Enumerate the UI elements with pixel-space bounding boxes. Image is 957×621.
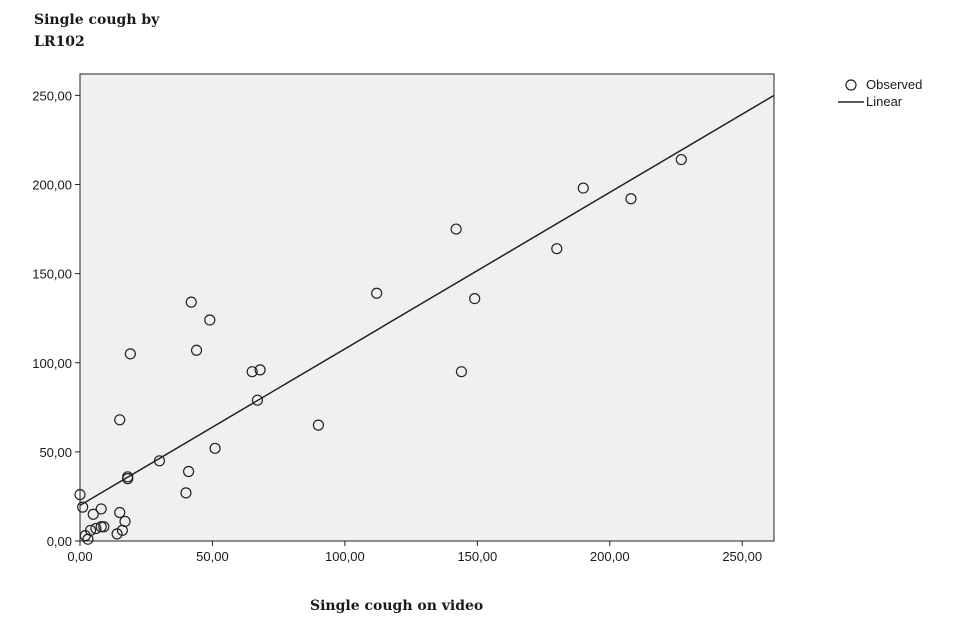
observed-point [95,503,107,515]
legend: Observed Linear [836,76,922,110]
legend-entry-linear: Linear [836,93,922,110]
x-tick-label: 50,00 [196,549,229,564]
observed-point [183,465,195,478]
x-tick-label: 100,00 [325,549,365,564]
line-icon [836,95,866,109]
y-tick-label: 150,00 [32,267,72,282]
legend-label-linear: Linear [866,94,903,109]
observed-point [209,442,221,454]
observed-point [469,292,481,305]
observed-point [122,471,134,483]
open-circle-icon [836,78,866,92]
observed-point [84,524,97,536]
y-tick-label: 0,00 [47,534,72,549]
observed-point [114,414,126,426]
observed-point [180,487,192,499]
linear-fit-line [79,94,775,506]
x-tick-label: 0,00 [67,549,92,564]
observed-point [371,287,383,299]
plot-area [79,73,775,542]
y-axis-title-line-1: Single cough by [34,12,160,28]
observed-point [577,182,589,194]
observed-point [251,394,264,406]
observed-point [185,296,197,308]
observed-point [74,489,86,501]
observed-point [95,521,107,533]
observed-point [77,501,89,513]
x-axis-title: Single cough on video [310,598,484,614]
legend-label-observed: Observed [866,77,923,92]
observed-point [204,314,216,326]
observed-point [246,366,258,378]
observed-point [119,515,131,527]
y-tick-label: 250,00 [32,88,72,103]
observed-point [98,521,110,533]
observed-point [114,506,126,519]
observed-point [551,243,563,255]
x-tick-label: 150,00 [457,549,497,564]
x-tick-label: 200,00 [590,549,630,564]
observed-point [675,153,687,166]
observed-point [450,223,462,235]
observed-point [87,508,99,520]
y-tick-label: 100,00 [32,356,72,371]
axis-ticks: 0,00 50,00 100,00 150,00 200,00 250,00 0,00 50,… [32,88,762,564]
observed-point [90,522,102,535]
observed-point [455,366,468,378]
y-tick-label: 50,00 [39,445,72,460]
observed-point [312,419,324,431]
y-axis-title-line-2: LR102 [34,34,85,50]
observed-point [254,364,266,376]
observed-point [190,344,203,356]
legend-entry-observed: Observed [836,76,922,93]
x-tick-label: 250,00 [722,549,762,564]
observed-points [74,153,687,545]
observed-point [625,193,637,205]
y-tick-label: 200,00 [32,178,72,193]
observed-point [124,348,136,360]
